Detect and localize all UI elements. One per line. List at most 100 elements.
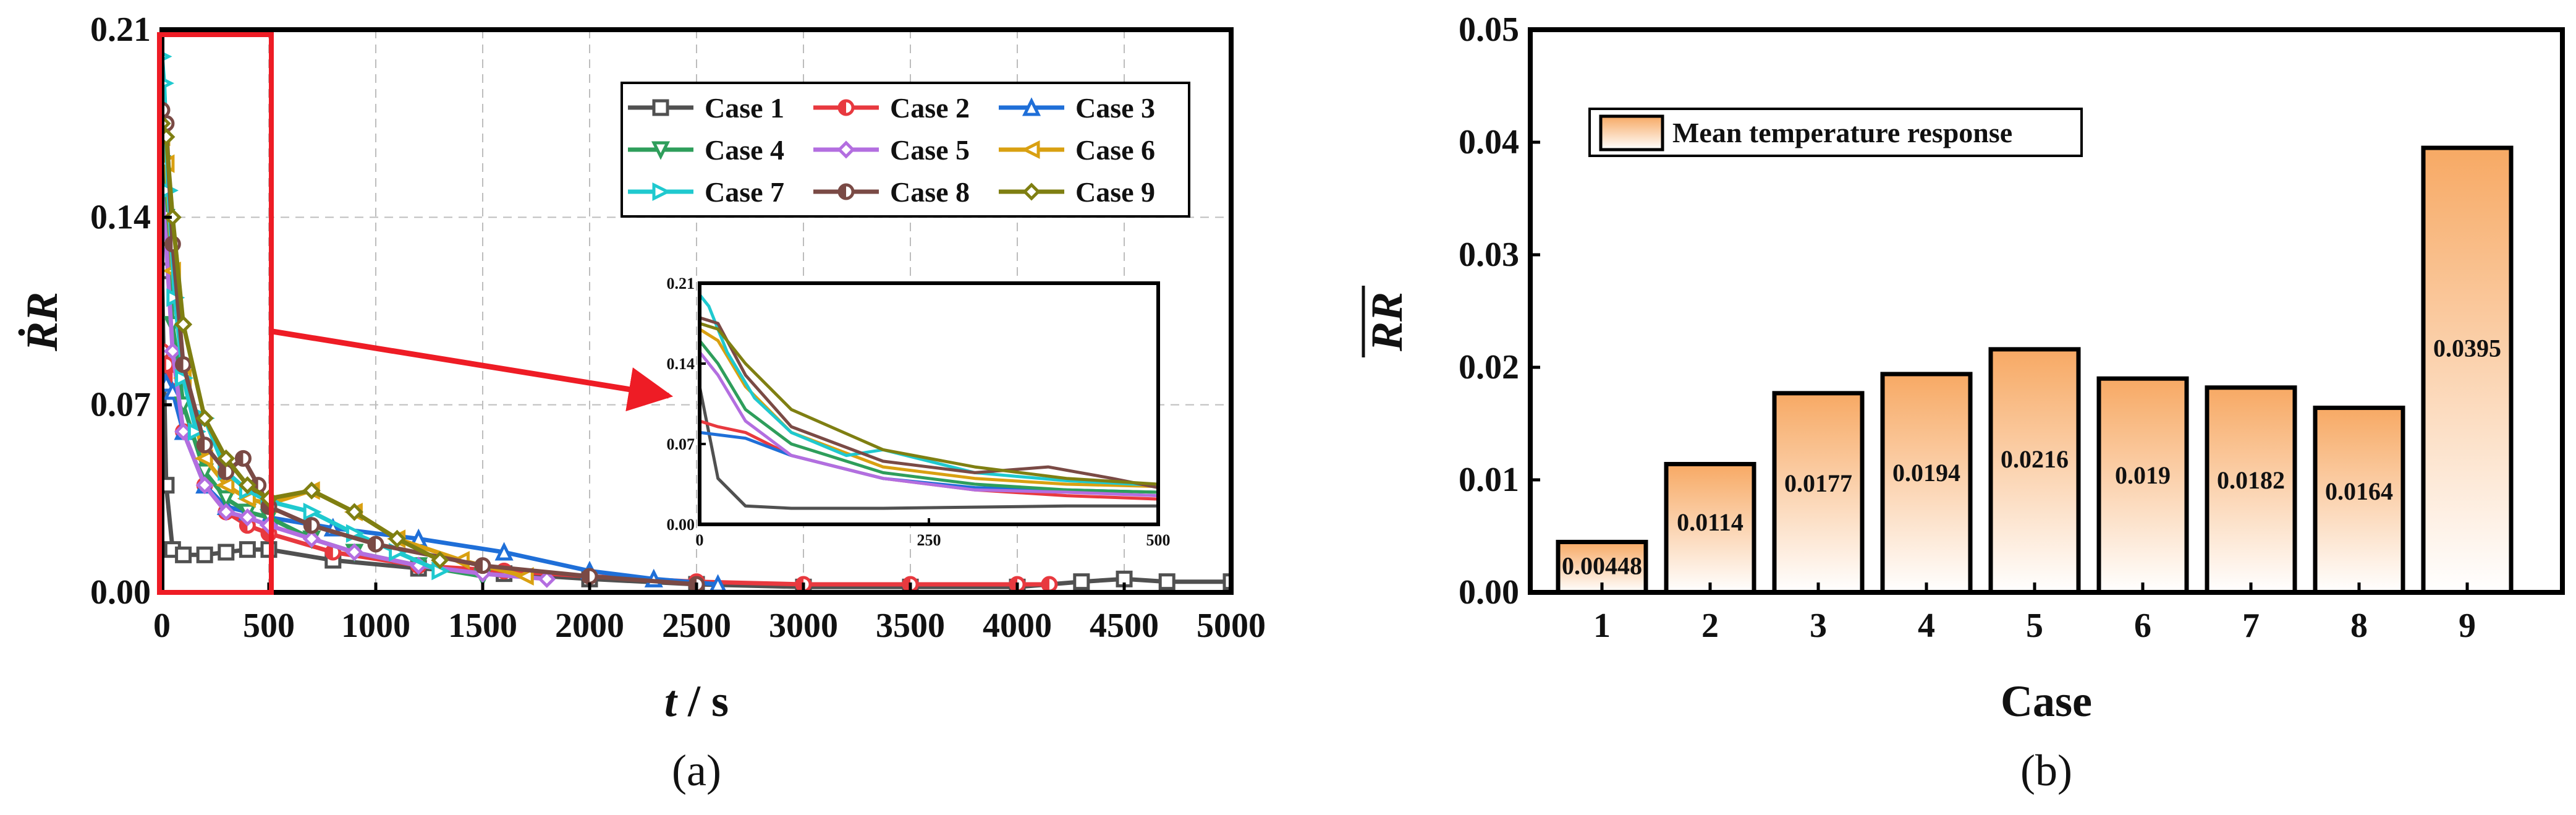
panel-a-xlabel-unit: / s [677,676,729,726]
panel-b-label: (b) [2020,746,2072,795]
panel-a-point-case-5 [163,342,182,361]
panel-a-ylabel: ṘR [17,292,67,352]
inset-series [700,294,1158,510]
panel-a-xtick-label: 2000 [555,607,624,645]
panel-a-xtick-label: 3000 [769,607,838,645]
legend-label-case-1: Case 1 [705,92,784,124]
bar-value-label: 0.0182 [2217,466,2285,494]
panel-b-ytick-label: 0.05 [1459,11,1519,49]
panel-a-xtick-label: 2500 [662,607,731,645]
panel-a-point-case-1 [1158,573,1176,591]
bar-value-label: 0.0114 [1677,508,1743,536]
panel-a-point-case-9 [217,449,235,467]
panel-a-point-case-8-fill [166,237,173,251]
panel-a-point-case-7 [166,288,185,307]
panel-a-series-line-8 [162,109,697,587]
panel-b-xtick-label: 9 [2459,607,2476,645]
bar-value-label: 0.0395 [2433,335,2501,362]
panel-a-point-case-6 [515,566,534,586]
panel-a-point-case-1 [239,541,256,558]
panel-a-point-case-9 [238,476,256,495]
panel-a-point-case-1 [1073,573,1090,591]
panel-b-xtick-label: 3 [1810,607,1827,645]
legend-marker-case-2-fill [839,101,846,114]
panel-a-point-case-7 [175,369,194,388]
bar-case-7 [2205,385,2297,595]
panel-b-frame [1528,27,2565,595]
inset-background [700,283,1158,524]
panel-a-point-case-6 [216,476,235,495]
panel-a-point-case-9 [162,127,176,146]
panel-a-line-chart: 0 500 1000 1500 2000 2500 3000 3500 4000 4500 5000… [17,11,1266,795]
panel-a-point-case-8-fill [690,578,697,591]
highlight-region-box [157,32,274,595]
panel-a-xtick-label: 3500 [876,607,945,645]
panel-a-xtick-label: 1500 [448,607,517,645]
panel-a-xtick-label: 4500 [1090,607,1159,645]
panel-a-xtick-label: 500 [243,607,295,645]
panel-a-point-case-8-fill [305,518,312,532]
panel-a-point-case-2-fill [1042,578,1049,591]
legend-label-case-4: Case 4 [705,134,784,166]
panel-a-ticks: 0 500 1000 1500 2000 2500 3000 3500 4000 4500 5000… [90,11,1266,645]
panel-b-ytick-label: 0.03 [1459,236,1519,274]
panel-a-point-case-1 [1222,573,1231,591]
panel-a-ytick-label: 0.07 [90,386,151,424]
panel-a-point-case-8-fill [369,537,376,551]
panel-a-point-case-4 [216,490,235,509]
panel-a-point-case-5 [195,476,214,495]
panel-a-point-case-9 [345,503,363,521]
inset-xtick-label: 250 [917,531,941,549]
panel-a-point-case-2-fill [904,578,910,591]
panel-a-point-case-3 [494,542,514,561]
panel-a-xlabel: t / s [664,676,729,726]
panel-b-ylabel: RR [1362,292,1412,352]
panel-a-point-case-9 [431,551,449,570]
panel-a-point-case-7 [187,422,206,442]
panel-a-series [162,51,1231,592]
inset-series-line-1 [700,386,1158,510]
inset-series-line-4 [700,339,1158,494]
panel-b-xtick-label: 5 [2026,607,2043,645]
panel-a-ytick-label: 0.00 [90,573,151,612]
panel-a-point-case-8-fill [198,438,205,452]
panel-b-ytick-label: 0.00 [1459,573,1519,612]
legend-marker-case-7 [652,182,671,202]
panel-b-legend-label: Mean temperature response [1672,117,2012,148]
inset-series-line-6 [700,328,1158,489]
panel-b-ytick-label: 0.02 [1459,348,1519,386]
bar-value-label: 0.0164 [2325,477,2393,505]
panel-a-point-case-9 [302,481,321,500]
bar-value-label: 0.0216 [2001,445,2069,473]
bar-value-label: 0.0194 [1892,459,1960,487]
panel-a-xlabel-var: t [664,676,678,726]
inset-series-line-9 [700,322,1158,486]
panel-b-xtick-label: 1 [1593,607,1611,645]
panel-a-point-case-1 [162,477,175,494]
legend-marker-case-1 [652,99,669,116]
panel-a-xtick-label: 5000 [1197,607,1266,645]
panel-a-point-case-5 [345,543,363,561]
panel-a-xtick-label: 1000 [341,607,410,645]
legend-label-case-3: Case 3 [1075,92,1155,124]
panel-a-point-case-9 [163,208,182,226]
panel-a-point-case-2-fill [1010,578,1017,591]
legend-marker-case-4 [651,141,671,160]
panel-a-ytick-label: 0.21 [90,11,151,49]
panel-a-point-case-2-fill [797,578,803,591]
panel-a-xtick-label: 0 [153,607,171,645]
inset-xtick-label: 0 [696,531,704,549]
inset-series-line-5 [700,351,1158,498]
legend-marker-case-5 [837,140,855,159]
panel-b-bars: 0.00448 0.0114 0.0177 0.0194 0.0216 0.019 0.01… [1556,145,2514,595]
panel-b-xtick-label: 8 [2350,607,2368,645]
panel-a-inset: 0 250 500 0.00 0.07 0.14 0.21 [667,275,1171,549]
panel-b-xtick-label: 7 [2242,607,2260,645]
panel-a-point-case-9 [195,409,214,427]
panel-b-ytick-label: 0.04 [1459,123,1519,161]
bar-case-5 [1988,347,2081,595]
panel-a-point-case-3 [708,574,727,592]
legend-marker-case-6 [1021,140,1040,160]
